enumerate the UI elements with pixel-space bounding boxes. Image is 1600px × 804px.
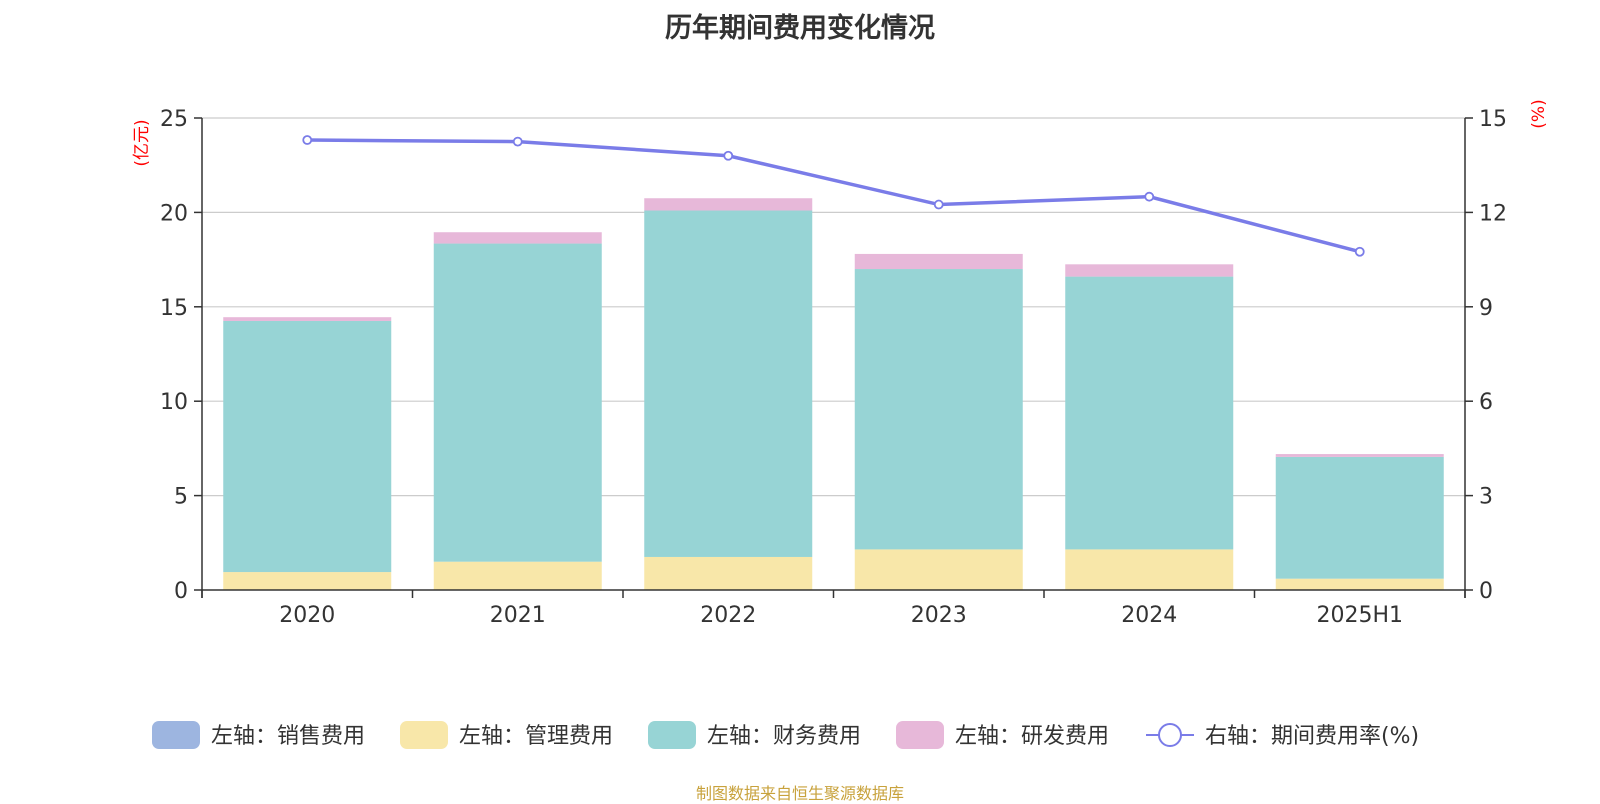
x-axis-label: 2020 xyxy=(279,603,335,628)
bar-segment xyxy=(1275,578,1444,590)
left-axis-tick-label: 25 xyxy=(160,107,188,132)
grid-lines xyxy=(202,117,1465,497)
bar-segment xyxy=(1275,456,1444,579)
bar-segment xyxy=(433,243,602,562)
rate-line-point xyxy=(933,199,944,210)
left-axis-tick-label: 5 xyxy=(174,485,188,510)
rate-line-point xyxy=(1144,191,1155,202)
legend-label: 右轴：期间费用率(%) xyxy=(1205,724,1419,749)
legend-label: 左轴：销售费用 xyxy=(211,724,365,749)
right-axis-tick-label: 0 xyxy=(1479,579,1493,604)
left-axis-tick-label: 15 xyxy=(160,296,188,321)
bar-segment xyxy=(1065,264,1234,277)
legend-label: 左轴：研发费用 xyxy=(955,724,1109,749)
left-axis-tick-label: 20 xyxy=(160,201,188,226)
right-axis-unit: (%) xyxy=(1529,99,1549,128)
left-axis-tick-label: 0 xyxy=(174,579,188,604)
x-axis-label: 2021 xyxy=(490,603,546,628)
bar-segment xyxy=(223,572,392,590)
bar-segment xyxy=(1065,549,1234,590)
left-axis-unit: (亿元) xyxy=(132,119,152,166)
axes: 0 5 10 15 20 25 0 3 6 9 12 15 (亿元) (%) 2020 2021 2022 202… xyxy=(132,99,1549,628)
legend-label: 左轴：管理费用 xyxy=(459,724,613,749)
rate-line-point xyxy=(1354,246,1365,257)
bar-segment xyxy=(854,269,1023,550)
rate-line-point xyxy=(302,135,313,145)
x-axis-label: 2025H1 xyxy=(1316,603,1403,628)
bar-segment xyxy=(223,320,392,573)
bars xyxy=(223,198,1444,590)
bar-segment xyxy=(644,198,813,211)
bar-segment xyxy=(644,556,813,590)
right-axis-tick-label: 3 xyxy=(1479,485,1493,510)
right-axis-tick-label: 12 xyxy=(1479,201,1507,226)
x-axis-label: 2024 xyxy=(1121,603,1177,628)
right-axis-tick-label: 15 xyxy=(1479,107,1507,132)
rate-line-point xyxy=(512,136,523,147)
legend-swatch xyxy=(896,721,944,749)
bar-segment xyxy=(854,253,1023,270)
legend-swatch xyxy=(152,721,200,749)
rate-line-point xyxy=(723,150,734,161)
x-axis-label: 2023 xyxy=(911,603,967,628)
bar-segment xyxy=(1275,454,1444,457)
legend-swatch xyxy=(400,721,448,749)
bar-segment xyxy=(433,561,602,590)
bar-segment xyxy=(1065,276,1234,550)
legend-label: 左轴：财务费用 xyxy=(707,724,861,749)
right-axis-tick-label: 9 xyxy=(1479,296,1493,321)
bar-segment xyxy=(644,210,813,557)
bar-segment xyxy=(223,317,392,321)
bar-segment xyxy=(433,232,602,244)
bar-segment xyxy=(854,549,1023,590)
left-axis-tick-label: 10 xyxy=(160,390,188,415)
rate-line xyxy=(302,135,1365,257)
chart-title: 历年期间费用变化情况 xyxy=(665,13,935,44)
legend-marker xyxy=(1158,723,1182,747)
x-axis-label: 2022 xyxy=(700,603,756,628)
rate-line-path xyxy=(307,138,1361,254)
legend-swatch xyxy=(648,721,696,749)
right-axis-tick-label: 6 xyxy=(1479,390,1493,415)
data-source-note: 制图数据来自恒生聚源数据库 xyxy=(695,784,904,803)
legend: 左轴：销售费用 左轴：管理费用 左轴：财务费用 左轴：研发费用 右轴：期间费用率(%) xyxy=(152,721,1419,749)
